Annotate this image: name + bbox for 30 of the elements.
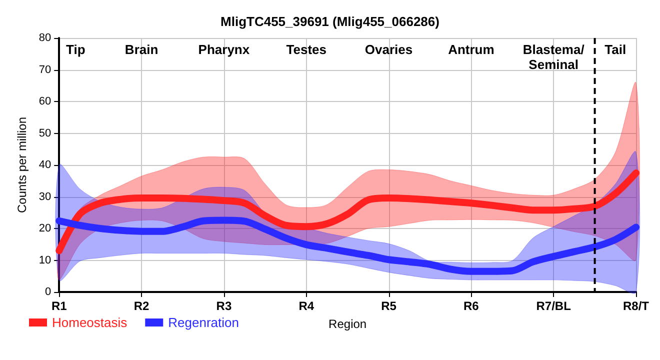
y-tick-label: 10 [38, 254, 52, 266]
annotation: Testes [286, 42, 326, 57]
x-tick-label: R6 [464, 299, 480, 313]
x-tick-label: R7/BL [536, 299, 571, 313]
annotation: Tip [66, 42, 86, 57]
y-axis-title: Counts per million [15, 116, 29, 214]
legend-label: Regenration [168, 315, 239, 330]
y-tick-label: 20 [38, 222, 52, 234]
x-tick-label: R8/T [622, 299, 650, 313]
annotation: Antrum [448, 42, 494, 57]
annotation: Blastema/ Seminal [522, 42, 585, 72]
y-tick-label: 0 [45, 286, 52, 298]
x-axis-title: Region [328, 317, 367, 331]
x-tick-label: R5 [381, 299, 397, 313]
annotation: Brain [124, 42, 158, 57]
x-tick-label: R4 [298, 299, 314, 313]
annotation: Pharynx [198, 42, 250, 57]
y-tick-label: 70 [38, 64, 52, 76]
y-tick-label: 80 [38, 32, 52, 44]
annotation: Tail [604, 42, 626, 57]
x-tick-label: R2 [134, 299, 150, 313]
annotation: Ovaries [364, 42, 413, 57]
chart-title: MligTC455_39691 (Mlig455_066286) [220, 14, 440, 29]
y-tick-label: 40 [38, 159, 52, 171]
x-tick-label: R1 [51, 299, 68, 313]
x-tick-label: R3 [216, 299, 232, 313]
y-tick-label: 30 [38, 190, 52, 203]
legend-label: Homeostasis [52, 315, 128, 330]
y-tick-label: 50 [38, 127, 52, 140]
y-tick-label: 60 [38, 96, 52, 108]
